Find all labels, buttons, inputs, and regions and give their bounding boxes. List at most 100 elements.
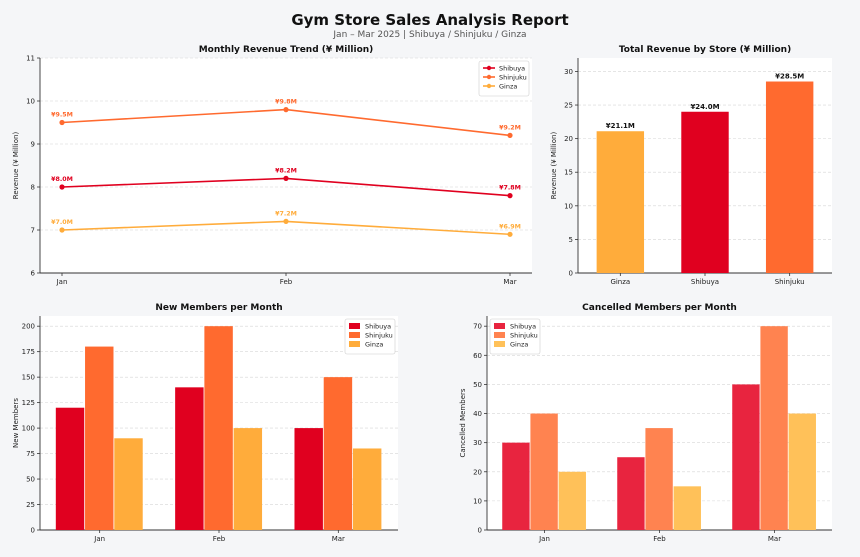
data-label-shinjuku: ¥9.2M — [499, 124, 521, 131]
y-tick-label: 20 — [473, 468, 482, 476]
y-tick-label: 10 — [564, 202, 573, 210]
data-label-ginza: ¥6.9M — [499, 223, 521, 230]
data-label-ginza: ¥7.2M — [275, 210, 297, 217]
chart-title: Cancelled Members per Month — [582, 303, 737, 313]
data-label-shibuya: ¥7.8M — [499, 185, 521, 192]
y-tick-label: 0 — [478, 527, 482, 535]
legend-label-shibuya: Shibuya — [365, 323, 391, 331]
bar-ginza-mar — [352, 448, 382, 530]
y-tick-label: 0 — [569, 270, 573, 278]
bar-shibuya-feb — [175, 387, 204, 530]
x-tick-label: Feb — [280, 278, 293, 286]
legend-label-shibuya: Shibuya — [499, 65, 525, 73]
y-tick-label: 50 — [26, 476, 35, 484]
y-tick-label: 50 — [473, 381, 482, 389]
bar-ginza-jan — [114, 438, 143, 530]
x-tick-label: Ginza — [610, 278, 630, 286]
bar-ginza-feb — [233, 428, 263, 530]
data-label-shibuya: ¥8.2M — [275, 167, 297, 174]
legend-box — [478, 60, 530, 97]
y-tick-label: 9 — [31, 141, 35, 149]
y-tick-label: 200 — [22, 323, 35, 331]
y-tick-label: 60 — [473, 352, 482, 360]
bar-value-label: ¥24.0M — [690, 103, 719, 111]
bar-ginza-mar — [788, 413, 816, 530]
data-point-shibuya — [283, 175, 289, 181]
legend-label-shibuya: Shibuya — [510, 323, 536, 331]
x-tick-label: Feb — [213, 535, 226, 543]
chart-title: Monthly Revenue Trend (¥ Million) — [199, 45, 374, 55]
y-tick-label: 5 — [569, 236, 573, 244]
y-tick-label: 25 — [26, 501, 35, 509]
legend-swatch-shinjuku — [349, 332, 360, 338]
x-tick-label: Feb — [653, 535, 666, 543]
legend-label-ginza: Ginza — [510, 341, 528, 349]
bar-shinjuku-feb — [204, 326, 233, 530]
legend-marker-ginza — [486, 83, 492, 89]
y-axis-label: New Members — [12, 398, 20, 448]
x-tick-label: Jan — [538, 535, 550, 543]
y-tick-label: 150 — [22, 374, 35, 382]
bar-shibuya — [681, 111, 729, 273]
bar-ginza-feb — [673, 486, 701, 530]
y-tick-label: 100 — [22, 425, 35, 433]
data-point-shinjuku — [59, 119, 65, 126]
x-tick-label: Shibuya — [691, 278, 719, 286]
bar-shibuya-jan — [502, 442, 530, 530]
y-axis-label: Cancelled Members — [459, 388, 467, 457]
data-point-shinjuku — [507, 132, 513, 138]
bar-shinjuku-jan — [530, 413, 558, 530]
bar-shibuya-feb — [617, 457, 645, 530]
legend-marker-shinjuku — [486, 74, 492, 80]
legend-swatch-ginza — [349, 341, 360, 347]
report-title: Gym Store Sales Analysis Report — [291, 11, 569, 29]
bar-ginza-jan — [558, 471, 586, 530]
data-point-ginza — [59, 227, 65, 233]
bar-shibuya-mar — [294, 428, 323, 530]
chart-title: Total Revenue by Store (¥ Million) — [619, 45, 791, 55]
y-tick-label: 20 — [564, 135, 573, 143]
y-tick-label: 25 — [564, 102, 573, 110]
legend-swatch-ginza — [494, 341, 505, 347]
data-label-shinjuku: ¥9.5M — [51, 112, 73, 119]
bar-value-label: ¥28.5M — [775, 73, 804, 81]
legend-swatch-shinjuku — [494, 332, 505, 338]
data-point-shibuya — [59, 184, 65, 190]
report-subtitle: Jan – Mar 2025 | Shibuya / Shinjuku / Gi… — [333, 30, 527, 40]
y-tick-label: 15 — [564, 169, 573, 177]
data-point-shibuya — [507, 193, 513, 199]
y-tick-label: 30 — [473, 439, 482, 447]
y-tick-label: 10 — [26, 98, 35, 106]
legend-label-shinjuku: Shinjuku — [365, 332, 393, 340]
bar-shinjuku-mar — [323, 377, 353, 530]
y-tick-label: 11 — [26, 55, 35, 63]
y-tick-label: 10 — [473, 497, 482, 505]
x-tick-label: Mar — [768, 535, 781, 543]
y-axis-label: Revenue (¥ Million) — [550, 132, 558, 200]
data-point-shinjuku — [283, 107, 289, 113]
bar-shibuya-mar — [732, 384, 760, 530]
y-axis-label: Revenue (¥ Million) — [12, 132, 20, 200]
legend-marker-shibuya — [486, 65, 492, 71]
bar-value-label: ¥21.1M — [606, 122, 635, 130]
y-tick-label: 8 — [31, 184, 35, 192]
y-tick-label: 30 — [564, 68, 573, 76]
y-tick-label: 0 — [31, 527, 35, 535]
y-tick-label: 7 — [31, 227, 35, 235]
bar-shibuya-jan — [55, 407, 85, 530]
x-tick-label: Shinjuku — [775, 278, 805, 286]
x-tick-label: Mar — [503, 278, 516, 286]
x-tick-label: Jan — [93, 535, 105, 543]
data-label-shibuya: ¥8.0M — [51, 176, 73, 183]
legend-label-shinjuku: Shinjuku — [510, 332, 538, 340]
y-tick-label: 70 — [473, 323, 482, 331]
bar-ginza — [596, 131, 645, 273]
legend-label-ginza: Ginza — [499, 83, 517, 91]
